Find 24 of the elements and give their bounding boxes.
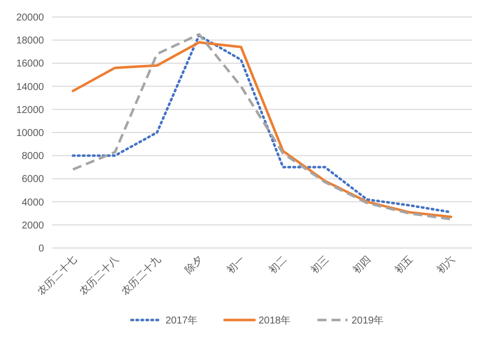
y-tick-label: 16000 <box>16 58 44 70</box>
y-tick-label: 10000 <box>16 128 44 139</box>
x-tick-label: 初三 <box>308 254 332 276</box>
legend-label: 2018年 <box>258 314 291 326</box>
y-tick-label: 8000 <box>22 151 44 162</box>
y-tick-label: 4000 <box>22 197 44 208</box>
x-tick-label: 农历二十七 <box>35 254 80 298</box>
x-tick-label: 初一 <box>224 254 248 276</box>
y-tick-label: 20000 <box>16 12 44 24</box>
x-tick-label: 除夕 <box>182 254 206 276</box>
legend-label: 2017年 <box>166 314 198 326</box>
x-tick-label: 初二 <box>266 254 290 276</box>
y-tick-label: 12000 <box>16 104 44 116</box>
x-tick-label: 农历二十九 <box>119 254 164 298</box>
y-tick-label: 0 <box>38 244 44 254</box>
y-tick-label: 6000 <box>22 174 44 186</box>
y-tick-label: 2000 <box>22 220 44 232</box>
x-tick-label: 农历二十八 <box>77 254 122 298</box>
x-tick-label: 初四 <box>350 254 374 276</box>
legend-label: 2019年 <box>352 314 384 326</box>
y-tick-label: 18000 <box>16 36 44 47</box>
x-tick-label: 初五 <box>392 254 416 276</box>
x-tick-label: 初六 <box>434 254 458 276</box>
y-tick-label: 14000 <box>16 82 44 93</box>
